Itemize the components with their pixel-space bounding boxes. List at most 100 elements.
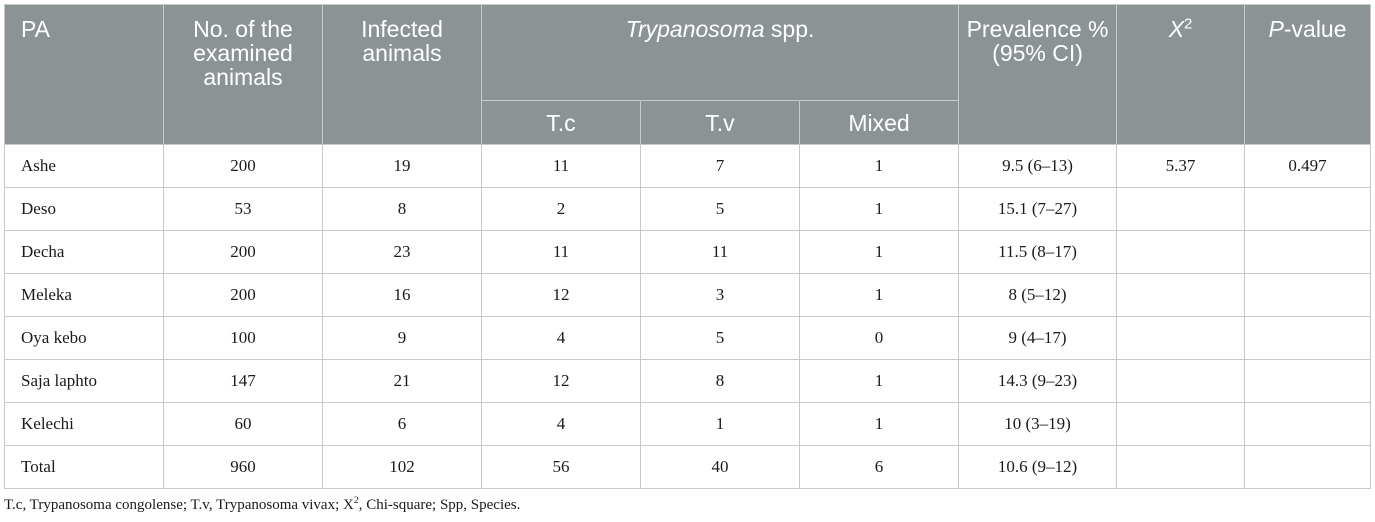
cell-prevalence: 9.5 (6–13) [958, 144, 1118, 188]
cell-chi [1116, 273, 1246, 317]
header-p-value: P-value [1244, 4, 1372, 145]
header-p-suffix: -value [1283, 16, 1347, 42]
cell-tc: 56 [481, 445, 641, 489]
table-row: Meleka 200 16 12 3 1 8 (5–12) [4, 273, 1372, 317]
cell-p [1244, 187, 1372, 231]
header-pa: PA [4, 4, 164, 145]
header-prevalence: Prevalence % (95% CI) [958, 4, 1118, 145]
cell-prevalence: 10.6 (9–12) [958, 445, 1118, 489]
cell-chi [1116, 359, 1246, 403]
cell-infected: 9 [322, 316, 482, 360]
cell-tc: 12 [481, 273, 641, 317]
cell-tc: 11 [481, 144, 641, 188]
cell-infected: 102 [322, 445, 482, 489]
cell-prevalence: 10 (3–19) [958, 402, 1118, 446]
cell-examined: 200 [163, 230, 323, 274]
cell-pa: Deso [4, 187, 164, 231]
cell-examined: 100 [163, 316, 323, 360]
footnote-part1: T.c, Trypanosoma congolense; T.v, Trypan… [4, 497, 354, 513]
prevalence-table: PA No. of the examined animals Infected … [4, 4, 1372, 489]
cell-p [1244, 402, 1372, 446]
cell-pa: Ashe [4, 144, 164, 188]
cell-tv: 8 [640, 359, 800, 403]
header-chi-square: X2 [1116, 4, 1246, 145]
cell-chi [1116, 316, 1246, 360]
cell-mixed: 1 [798, 359, 960, 403]
cell-infected: 16 [322, 273, 482, 317]
cell-prevalence: 11.5 (8–17) [958, 230, 1118, 274]
cell-infected: 19 [322, 144, 482, 188]
cell-pa: Total [4, 445, 164, 489]
cell-chi [1116, 187, 1246, 231]
cell-examined: 200 [163, 144, 323, 188]
cell-p [1244, 273, 1372, 317]
cell-chi [1116, 402, 1246, 446]
cell-mixed: 1 [798, 187, 960, 231]
cell-tc: 4 [481, 316, 641, 360]
cell-infected: 8 [322, 187, 482, 231]
cell-p [1244, 316, 1372, 360]
cell-pa: Decha [4, 230, 164, 274]
table-row-total: Total 960 102 56 40 6 10.6 (9–12) [4, 445, 1372, 489]
cell-examined: 200 [163, 273, 323, 317]
header-species-genus: Trypanosoma [625, 16, 765, 42]
header-chi-sup: 2 [1184, 15, 1193, 33]
header-chi-base: X [1168, 16, 1185, 42]
cell-tv: 1 [640, 402, 800, 446]
cell-tv: 40 [640, 445, 800, 489]
cell-tv: 11 [640, 230, 800, 274]
cell-tv: 5 [640, 316, 800, 360]
header-infected: Infected animals [322, 4, 482, 145]
cell-prevalence: 8 (5–12) [958, 273, 1118, 317]
cell-prevalence: 9 (4–17) [958, 316, 1118, 360]
cell-examined: 960 [163, 445, 323, 489]
header-trypanosoma-spp: Trypanosoma spp. [480, 4, 960, 101]
cell-mixed: 6 [798, 445, 960, 489]
header-examined: No. of the examined animals [163, 4, 323, 145]
cell-infected: 21 [322, 359, 482, 403]
cell-mixed: 1 [798, 230, 960, 274]
table-footnote: T.c, Trypanosoma congolense; T.v, Trypan… [4, 495, 521, 514]
cell-mixed: 1 [798, 402, 960, 446]
table-row: Decha 200 23 11 11 1 11.5 (8–17) [4, 230, 1372, 274]
cell-p: 0.497 [1244, 144, 1372, 188]
cell-mixed: 0 [798, 316, 960, 360]
cell-chi [1116, 230, 1246, 274]
table-row: Oya kebo 100 9 4 5 0 9 (4–17) [4, 316, 1372, 360]
cell-pa: Kelechi [4, 402, 164, 446]
cell-prevalence: 14.3 (9–23) [958, 359, 1118, 403]
cell-mixed: 1 [798, 273, 960, 317]
header-tv: T.v [640, 100, 800, 145]
cell-examined: 60 [163, 402, 323, 446]
cell-tc: 12 [481, 359, 641, 403]
cell-infected: 6 [322, 402, 482, 446]
cell-mixed: 1 [798, 144, 960, 188]
cell-examined: 147 [163, 359, 323, 403]
header-tc: T.c [481, 100, 641, 145]
table-row: Kelechi 60 6 4 1 1 10 (3–19) [4, 402, 1372, 446]
cell-pa: Oya kebo [4, 316, 164, 360]
cell-prevalence: 15.1 (7–27) [958, 187, 1118, 231]
cell-p [1244, 359, 1372, 403]
cell-tv: 7 [640, 144, 800, 188]
table-row: Ashe 200 19 11 7 1 9.5 (6–13) 5.37 0.497 [4, 144, 1372, 188]
cell-pa: Meleka [4, 273, 164, 317]
cell-tc: 4 [481, 402, 641, 446]
header-mixed: Mixed [798, 100, 960, 145]
cell-tv: 3 [640, 273, 800, 317]
cell-chi: 5.37 [1116, 144, 1246, 188]
cell-pa: Saja laphto [4, 359, 164, 403]
cell-tv: 5 [640, 187, 800, 231]
footnote-part2: , Chi-square; Spp, Species. [358, 497, 521, 513]
table-row: Deso 53 8 2 5 1 15.1 (7–27) [4, 187, 1372, 231]
cell-infected: 23 [322, 230, 482, 274]
cell-tc: 11 [481, 230, 641, 274]
table-row: Saja laphto 147 21 12 8 1 14.3 (9–23) [4, 359, 1372, 403]
header-p-italic: P [1268, 16, 1284, 42]
cell-p [1244, 230, 1372, 274]
cell-tc: 2 [481, 187, 641, 231]
header-species-suffix: spp. [764, 16, 815, 42]
cell-p [1244, 445, 1372, 489]
cell-chi [1116, 445, 1246, 489]
footnote-sup: 2 [353, 495, 359, 506]
